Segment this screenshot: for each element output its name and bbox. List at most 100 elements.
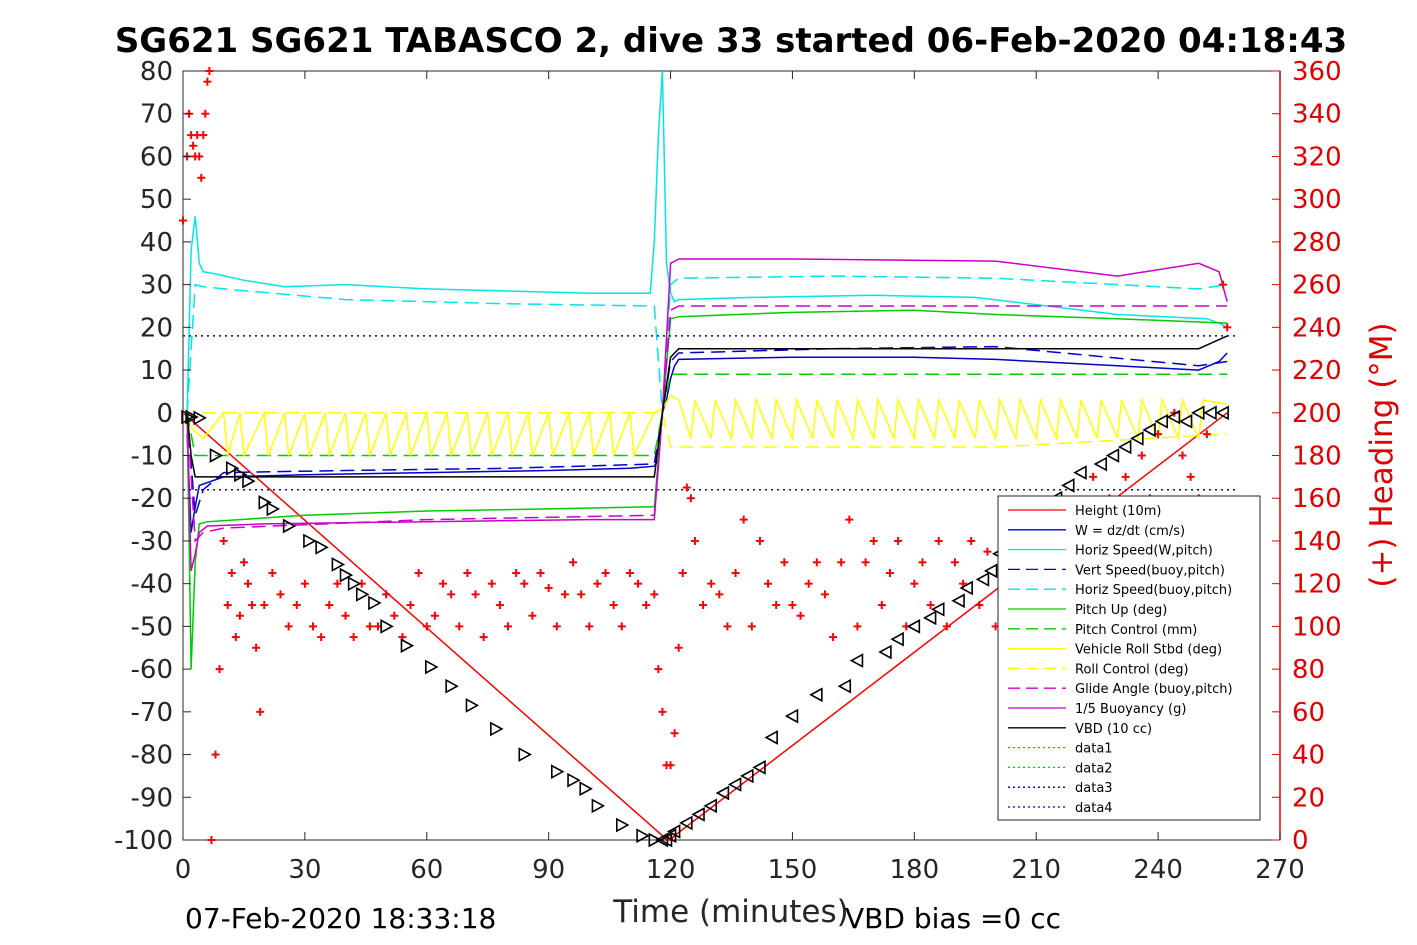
heading-point	[625, 568, 634, 577]
heading-point	[244, 579, 253, 588]
heading-point	[707, 579, 716, 588]
heading-point	[609, 601, 618, 610]
profile-marker	[1117, 439, 1132, 455]
heading-point	[219, 536, 228, 545]
y2-tick-label: 180	[1292, 442, 1342, 472]
y2-tick-label: 40	[1292, 741, 1325, 771]
legend-item: data3	[1008, 781, 1113, 796]
heading-point	[674, 643, 683, 652]
profile-marker	[878, 644, 892, 660]
heading-point	[333, 579, 342, 588]
legend-item: 1/5 Buoyancy (g)	[1008, 702, 1186, 717]
heading-point	[829, 633, 838, 642]
legend-label: VBD (10 cc)	[1075, 722, 1152, 737]
heading-point	[414, 568, 423, 577]
heading-point	[231, 633, 240, 642]
heading-point	[189, 141, 198, 150]
y2-tick-label: 120	[1292, 570, 1342, 600]
footer-vbd-bias: VBD bias =0 cc	[845, 902, 1061, 935]
profile-marker	[1093, 456, 1108, 472]
y2-axis-label: (+) Heading (°M)	[1364, 322, 1400, 587]
heading-point	[755, 536, 764, 545]
heading-point	[877, 601, 886, 610]
heading-point	[678, 568, 687, 577]
heading-point	[1178, 451, 1187, 460]
x-tick-label: 90	[532, 855, 565, 885]
heading-point	[365, 622, 374, 631]
heading-point	[552, 622, 561, 631]
heading-point	[682, 483, 691, 492]
heading-point	[479, 633, 488, 642]
profile-marker	[380, 619, 394, 634]
legend-item: Horiz Speed(buoy,pitch)	[1008, 583, 1232, 598]
heading-point	[197, 173, 206, 182]
heading-point	[560, 590, 569, 599]
heading-point	[780, 558, 789, 567]
profile-marker	[266, 501, 281, 517]
x-axis: 0 30 60 90 120 150 180 210 240 270	[175, 71, 1305, 885]
heading-point	[495, 601, 504, 610]
heading-point	[512, 568, 521, 577]
profile-marker	[490, 721, 504, 737]
chart-title: SG621 SG621 TABASCO 2, dive 33 started 0…	[115, 21, 1347, 61]
y2-tick-label: 200	[1292, 399, 1342, 429]
y2-tick-label: 320	[1292, 142, 1342, 172]
heading-point	[715, 590, 724, 599]
legend-label: Vehicle Roll Stbd (deg)	[1075, 643, 1222, 658]
profile-marker	[727, 777, 742, 792]
profile-marker	[368, 595, 382, 611]
y-tick-label: -70	[131, 698, 173, 728]
profile-marker	[303, 533, 317, 549]
y2-tick-label: 80	[1292, 655, 1325, 685]
heading-point	[658, 707, 667, 716]
legend-item: W = dz/dt (cm/s)	[1008, 524, 1185, 539]
heading-point	[983, 547, 992, 556]
y2-tick-label: 100	[1292, 612, 1342, 642]
heading-point	[804, 579, 813, 588]
series-line-7	[182, 394, 1228, 459]
profile-marker	[1142, 422, 1156, 438]
heading-point	[268, 568, 277, 577]
heading-point	[309, 622, 318, 631]
heading-point	[731, 568, 740, 577]
profile-marker	[579, 781, 593, 797]
heading-point	[601, 568, 610, 577]
heading-point	[642, 601, 651, 610]
legend-label: Glide Angle (buoy,pitch)	[1075, 682, 1233, 697]
heading-point	[934, 536, 943, 545]
x-tick-label: 240	[1133, 855, 1183, 885]
heading-point	[252, 643, 261, 652]
heading-point	[885, 568, 894, 577]
heading-point	[796, 611, 805, 620]
y2-tick-label: 340	[1292, 100, 1342, 130]
x-tick-label: 270	[1255, 855, 1305, 885]
heading-point	[869, 536, 878, 545]
profile-marker	[445, 678, 459, 694]
heading-point	[764, 579, 773, 588]
profile-marker	[1105, 448, 1120, 463]
profile-marker	[849, 653, 864, 668]
profile-marker	[1061, 478, 1075, 493]
heading-point	[739, 515, 748, 524]
profile-marker	[258, 495, 272, 510]
heading-point	[390, 611, 399, 620]
profile-marker	[983, 563, 998, 579]
profile-marker	[347, 576, 362, 592]
y2-tick-label: 220	[1292, 356, 1342, 386]
legend-label: Roll Control (deg)	[1075, 662, 1189, 677]
legend-label: Pitch Control (mm)	[1075, 623, 1197, 638]
series-line-6	[186, 373, 1228, 457]
x-axis-label: Time (minutes)	[612, 894, 848, 930]
heading-point	[699, 601, 708, 610]
series-line-3	[186, 345, 1228, 516]
profile-marker	[666, 824, 681, 839]
profile-marker	[400, 638, 415, 653]
legend-label: Pitch Up (deg)	[1075, 603, 1167, 618]
profile-marker	[518, 747, 532, 762]
profile-marker	[648, 832, 662, 848]
heading-point	[504, 622, 513, 631]
heading-point	[942, 622, 951, 631]
profile-marker	[1178, 413, 1193, 429]
y2-tick-label: 280	[1292, 228, 1342, 258]
series-line-0	[182, 412, 1228, 841]
